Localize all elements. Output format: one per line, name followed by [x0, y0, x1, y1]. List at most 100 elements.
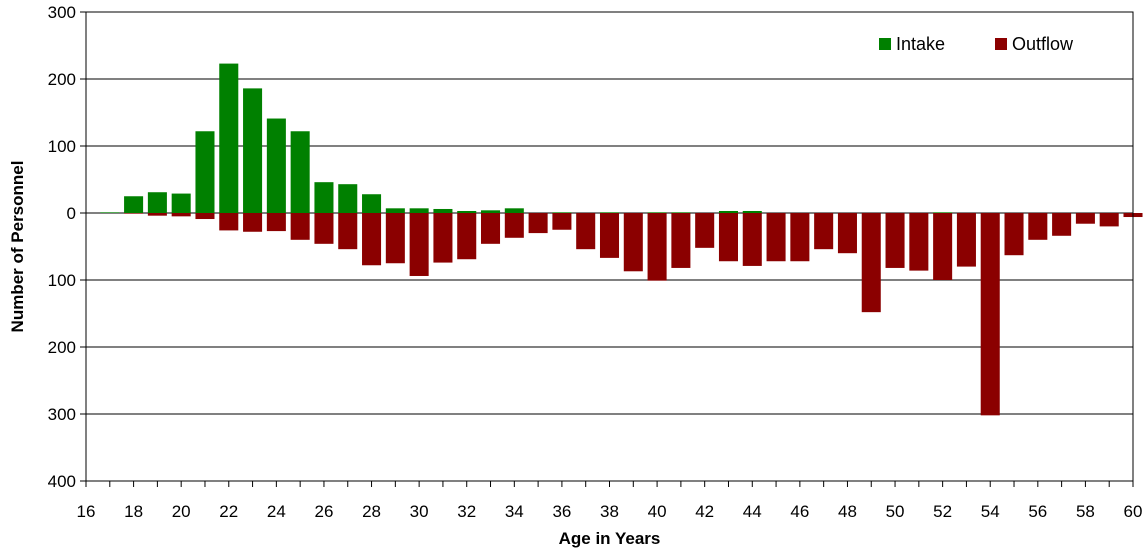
outflow-bar: [671, 213, 691, 268]
outflow-bar: [766, 213, 786, 262]
y-tick-label: 300: [48, 3, 76, 22]
x-tick-label: 18: [124, 502, 143, 521]
outflow-bar: [695, 213, 715, 248]
outflow-bar: [909, 213, 929, 271]
outflow-bar: [457, 213, 477, 260]
outflow-bar: [956, 213, 976, 267]
x-axis-title: Age in Years: [559, 529, 661, 548]
intake-bar: [481, 210, 501, 213]
outflow-bar: [1099, 213, 1119, 227]
intake-bar: [599, 212, 620, 213]
intake-bar: [647, 212, 667, 213]
x-tick-label: 46: [790, 502, 809, 521]
x-tick-label: 40: [648, 502, 667, 521]
outflow-bar: [718, 213, 738, 262]
intake-legend-swatch: [879, 38, 891, 50]
y-axis-title: Number of Personnel: [8, 161, 27, 333]
x-tick-label: 30: [410, 502, 429, 521]
outflow-bar: [599, 213, 620, 258]
x-tick-label: 36: [552, 502, 571, 521]
intake-bar: [314, 182, 334, 213]
outflow-bar: [409, 213, 429, 276]
outflow-bar: [861, 213, 881, 313]
intake-bar: [195, 131, 215, 213]
outflow-bar: [980, 213, 1000, 416]
intake-bar: [933, 212, 953, 213]
outflow-bar: [576, 213, 596, 250]
outflow-bar: [790, 213, 810, 262]
y-tick-label: 100: [48, 271, 76, 290]
intake-bar: [100, 212, 120, 213]
outflow-bar: [266, 213, 286, 232]
outflow-bar: [314, 213, 334, 244]
intake-bar: [171, 193, 191, 213]
outflow-bar: [552, 213, 572, 230]
outflow-bar: [837, 213, 857, 254]
outflow-bar: [290, 213, 310, 240]
outflow-bar: [362, 213, 382, 266]
intake-bar: [266, 118, 286, 213]
x-tick-label: 42: [695, 502, 714, 521]
outflow-bar: [124, 213, 144, 214]
intake-bar: [290, 131, 310, 213]
y-tick-label: 200: [48, 338, 76, 357]
outflow-bar: [1075, 213, 1095, 224]
intake-bar: [504, 208, 524, 213]
outflow-bar: [243, 213, 263, 232]
outflow-bar: [195, 213, 215, 220]
intake-legend-label: Intake: [896, 34, 945, 54]
bars: [100, 63, 1143, 416]
outflow-bar: [933, 213, 953, 280]
outflow-bar: [433, 213, 453, 263]
intake-bar: [409, 208, 429, 213]
outflow-bar: [742, 213, 762, 266]
intake-bar: [718, 210, 738, 213]
y-tick-label: 300: [48, 405, 76, 424]
x-tick-label: 20: [172, 502, 191, 521]
x-tick-label: 24: [267, 502, 286, 521]
intake-bar: [124, 196, 144, 213]
legend: Intake Outflow: [879, 34, 1074, 54]
intake-bar: [243, 88, 263, 213]
intake-bar: [552, 212, 572, 213]
outflow-bar: [814, 213, 834, 250]
x-tick-label: 50: [886, 502, 905, 521]
x-tick-label: 22: [219, 502, 238, 521]
intake-bar: [147, 192, 167, 213]
outflow-bar: [1004, 213, 1024, 256]
x-tick-label: 54: [981, 502, 1000, 521]
x-tick-label: 16: [77, 502, 96, 521]
x-tick-label: 28: [362, 502, 381, 521]
y-tick-label: 200: [48, 70, 76, 89]
x-tick-label: 26: [314, 502, 333, 521]
intake-bar: [671, 212, 691, 213]
intake-bar: [433, 208, 453, 213]
outflow-bar: [219, 213, 239, 231]
x-tick-label: 34: [505, 502, 524, 521]
x-tick-label: 60: [1124, 502, 1143, 521]
x-tick-label: 58: [1076, 502, 1095, 521]
outflow-bar: [147, 213, 167, 216]
outflow-bar: [1028, 213, 1048, 240]
outflow-bar: [481, 213, 501, 244]
outflow-bar: [385, 213, 405, 264]
intake-bar: [742, 210, 762, 213]
y-tick-label: 400: [48, 472, 76, 491]
outflow-legend-swatch: [995, 38, 1007, 50]
x-tick-label: 44: [743, 502, 762, 521]
x-tick-label: 52: [933, 502, 952, 521]
outflow-bar: [647, 213, 667, 281]
x-tick-label: 32: [457, 502, 476, 521]
x-tick-label: 38: [600, 502, 619, 521]
y-axis-ticks: 300 200 100 0 100 200 300 400: [48, 3, 86, 491]
outflow-bar: [528, 213, 548, 234]
intake-bar: [338, 184, 358, 213]
x-tick-label: 48: [838, 502, 857, 521]
outflow-bar: [171, 213, 191, 217]
outflow-bar: [1052, 213, 1072, 236]
intake-bar: [385, 208, 405, 213]
y-tick-label: 0: [67, 204, 76, 223]
outflow-bar: [504, 213, 524, 238]
intake-bar: [457, 210, 477, 213]
